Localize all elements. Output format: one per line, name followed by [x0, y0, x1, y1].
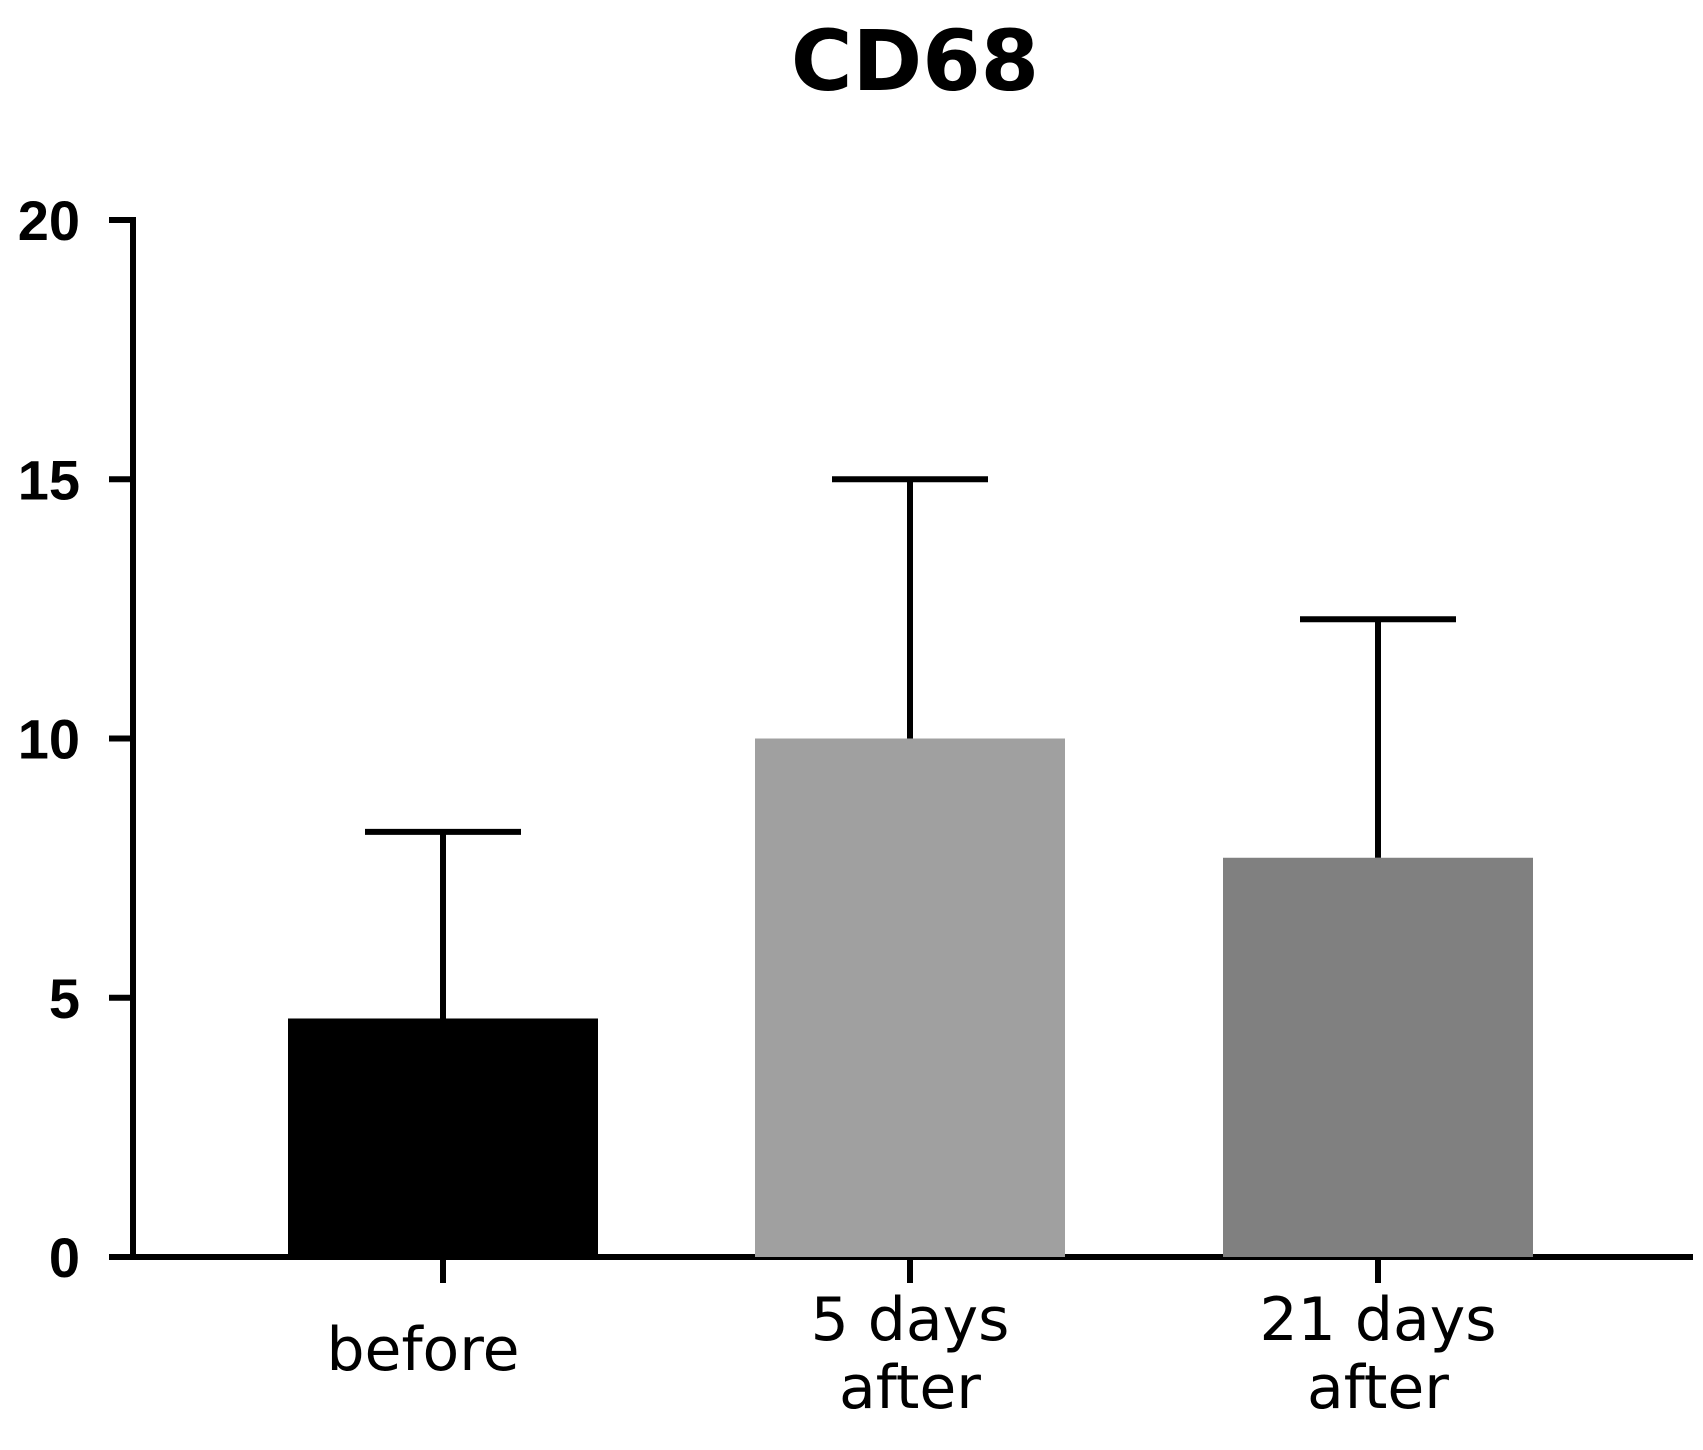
x-tick-label: before [326, 1315, 519, 1385]
y-axis-ticks: 0 5 10 15 20 [18, 189, 133, 1289]
x-tick-label: after [1307, 1353, 1449, 1423]
bar-1 [288, 1018, 598, 1257]
bar-3 [1223, 857, 1533, 1257]
y-tick-label: 15 [18, 448, 80, 511]
y-tick-label: 5 [49, 967, 80, 1030]
y-tick-label: 20 [18, 189, 80, 252]
y-tick-label: 0 [49, 1226, 80, 1289]
error-bar-2 [832, 476, 988, 739]
x-tick-label: after [839, 1353, 981, 1423]
error-bar-1 [365, 828, 521, 1019]
y-tick-label: 10 [18, 708, 80, 771]
bar-2 [755, 738, 1065, 1257]
error-bars [365, 476, 1456, 1019]
x-tick-label: 5 days [811, 1285, 1010, 1355]
chart-title: CD68 [791, 12, 1039, 110]
bars [288, 738, 1533, 1257]
x-tick-label: 21 days [1259, 1285, 1496, 1355]
error-bar-3 [1300, 616, 1456, 858]
